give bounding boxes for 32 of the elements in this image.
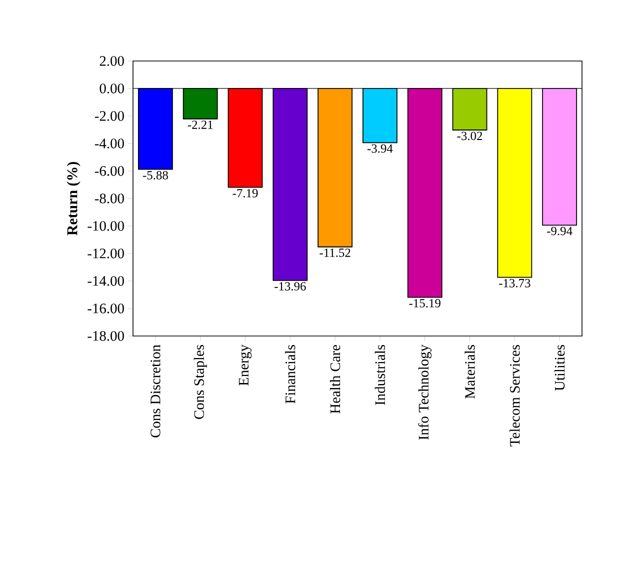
y-tick-label: -10.00 <box>88 221 124 231</box>
data-label: -13.73 <box>499 278 530 288</box>
y-tick-label: -4.00 <box>94 138 124 148</box>
data-label: -13.96 <box>274 282 306 291</box>
x-tick-label: Financials <box>285 345 296 404</box>
y-tick-label: -8.00 <box>94 194 124 204</box>
x-tick-label: Cons Discretion <box>150 344 160 438</box>
data-label: -3.02 <box>457 132 482 140</box>
data-label: -5.88 <box>142 171 168 180</box>
data-label: -3.94 <box>367 144 393 153</box>
data-label: -7.19 <box>232 189 258 198</box>
y-tick-label: -6.00 <box>94 166 124 176</box>
y-tick-label: 2.00 <box>100 56 124 66</box>
x-tick-label: Energy <box>238 344 252 386</box>
y-tick-label: -12.00 <box>88 248 124 258</box>
x-tick-label: Telecom Services <box>510 345 520 446</box>
x-tick-label: Industrials <box>374 345 386 405</box>
x-tick-label: Info Technology <box>418 344 432 440</box>
y-axis-title: Return (%) <box>66 162 80 236</box>
y-tick-label: 0.00 <box>100 84 124 94</box>
y-tick-label: -2.00 <box>94 111 124 121</box>
y-tick-label: -18.00 <box>88 331 124 341</box>
data-label: -2.21 <box>188 120 213 129</box>
data-label: -9.94 <box>547 226 572 236</box>
data-label: -11.52 <box>320 248 350 257</box>
data-label: -15.19 <box>409 299 440 308</box>
y-tick-label: -16.00 <box>88 304 124 314</box>
x-tick-label: Utilities <box>554 345 565 391</box>
y-tick-label: -14.00 <box>88 276 124 286</box>
x-tick-label: Health Care <box>330 345 340 414</box>
x-tick-label: Materials <box>464 345 475 399</box>
x-tick-label: Cons Staples <box>194 345 207 419</box>
